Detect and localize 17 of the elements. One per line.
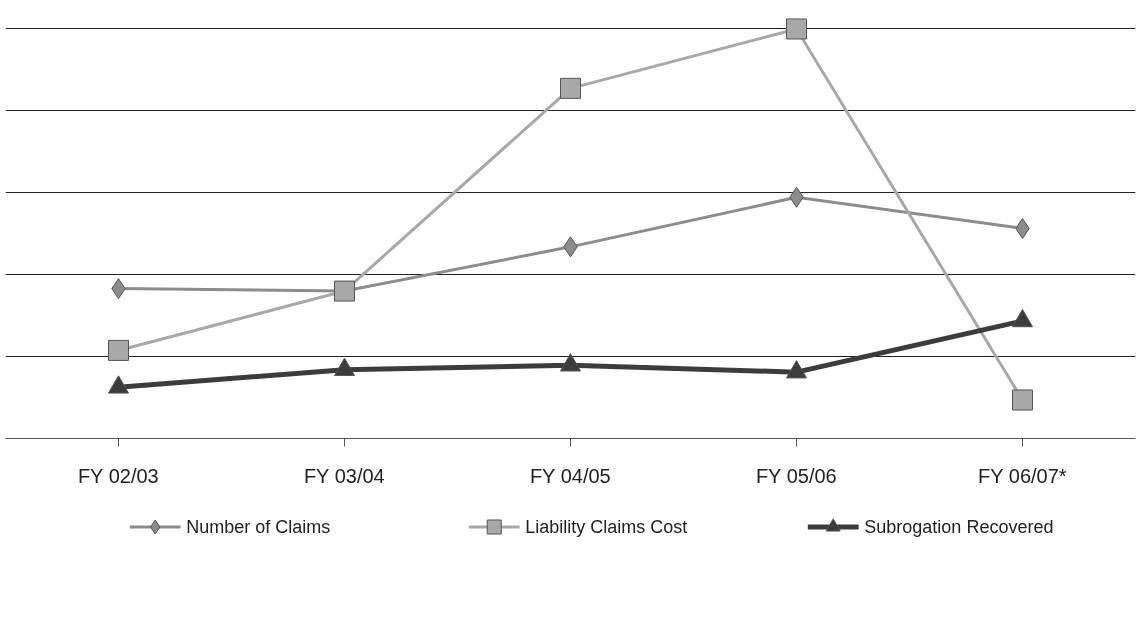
point <box>786 18 807 40</box>
x-tick-label: FY 06/07* <box>978 464 1067 487</box>
x-tick-label: FY 05/06 <box>755 464 837 487</box>
point <box>108 375 129 394</box>
x-tick-label: FY 02/03 <box>77 464 159 487</box>
legend-label: Subrogation Recovered <box>864 517 1054 537</box>
point <box>1012 308 1033 328</box>
point <box>1012 389 1033 411</box>
point <box>108 339 129 361</box>
point <box>560 77 581 99</box>
x-tick-label: FY 04/05 <box>529 464 611 487</box>
legend-label: Liability Claims Cost <box>525 517 688 537</box>
point <box>786 360 807 379</box>
point <box>334 357 355 376</box>
legend-label: Number of Claims <box>186 517 331 537</box>
point <box>560 353 581 372</box>
x-tick-label: FY 03/04 <box>303 464 385 487</box>
